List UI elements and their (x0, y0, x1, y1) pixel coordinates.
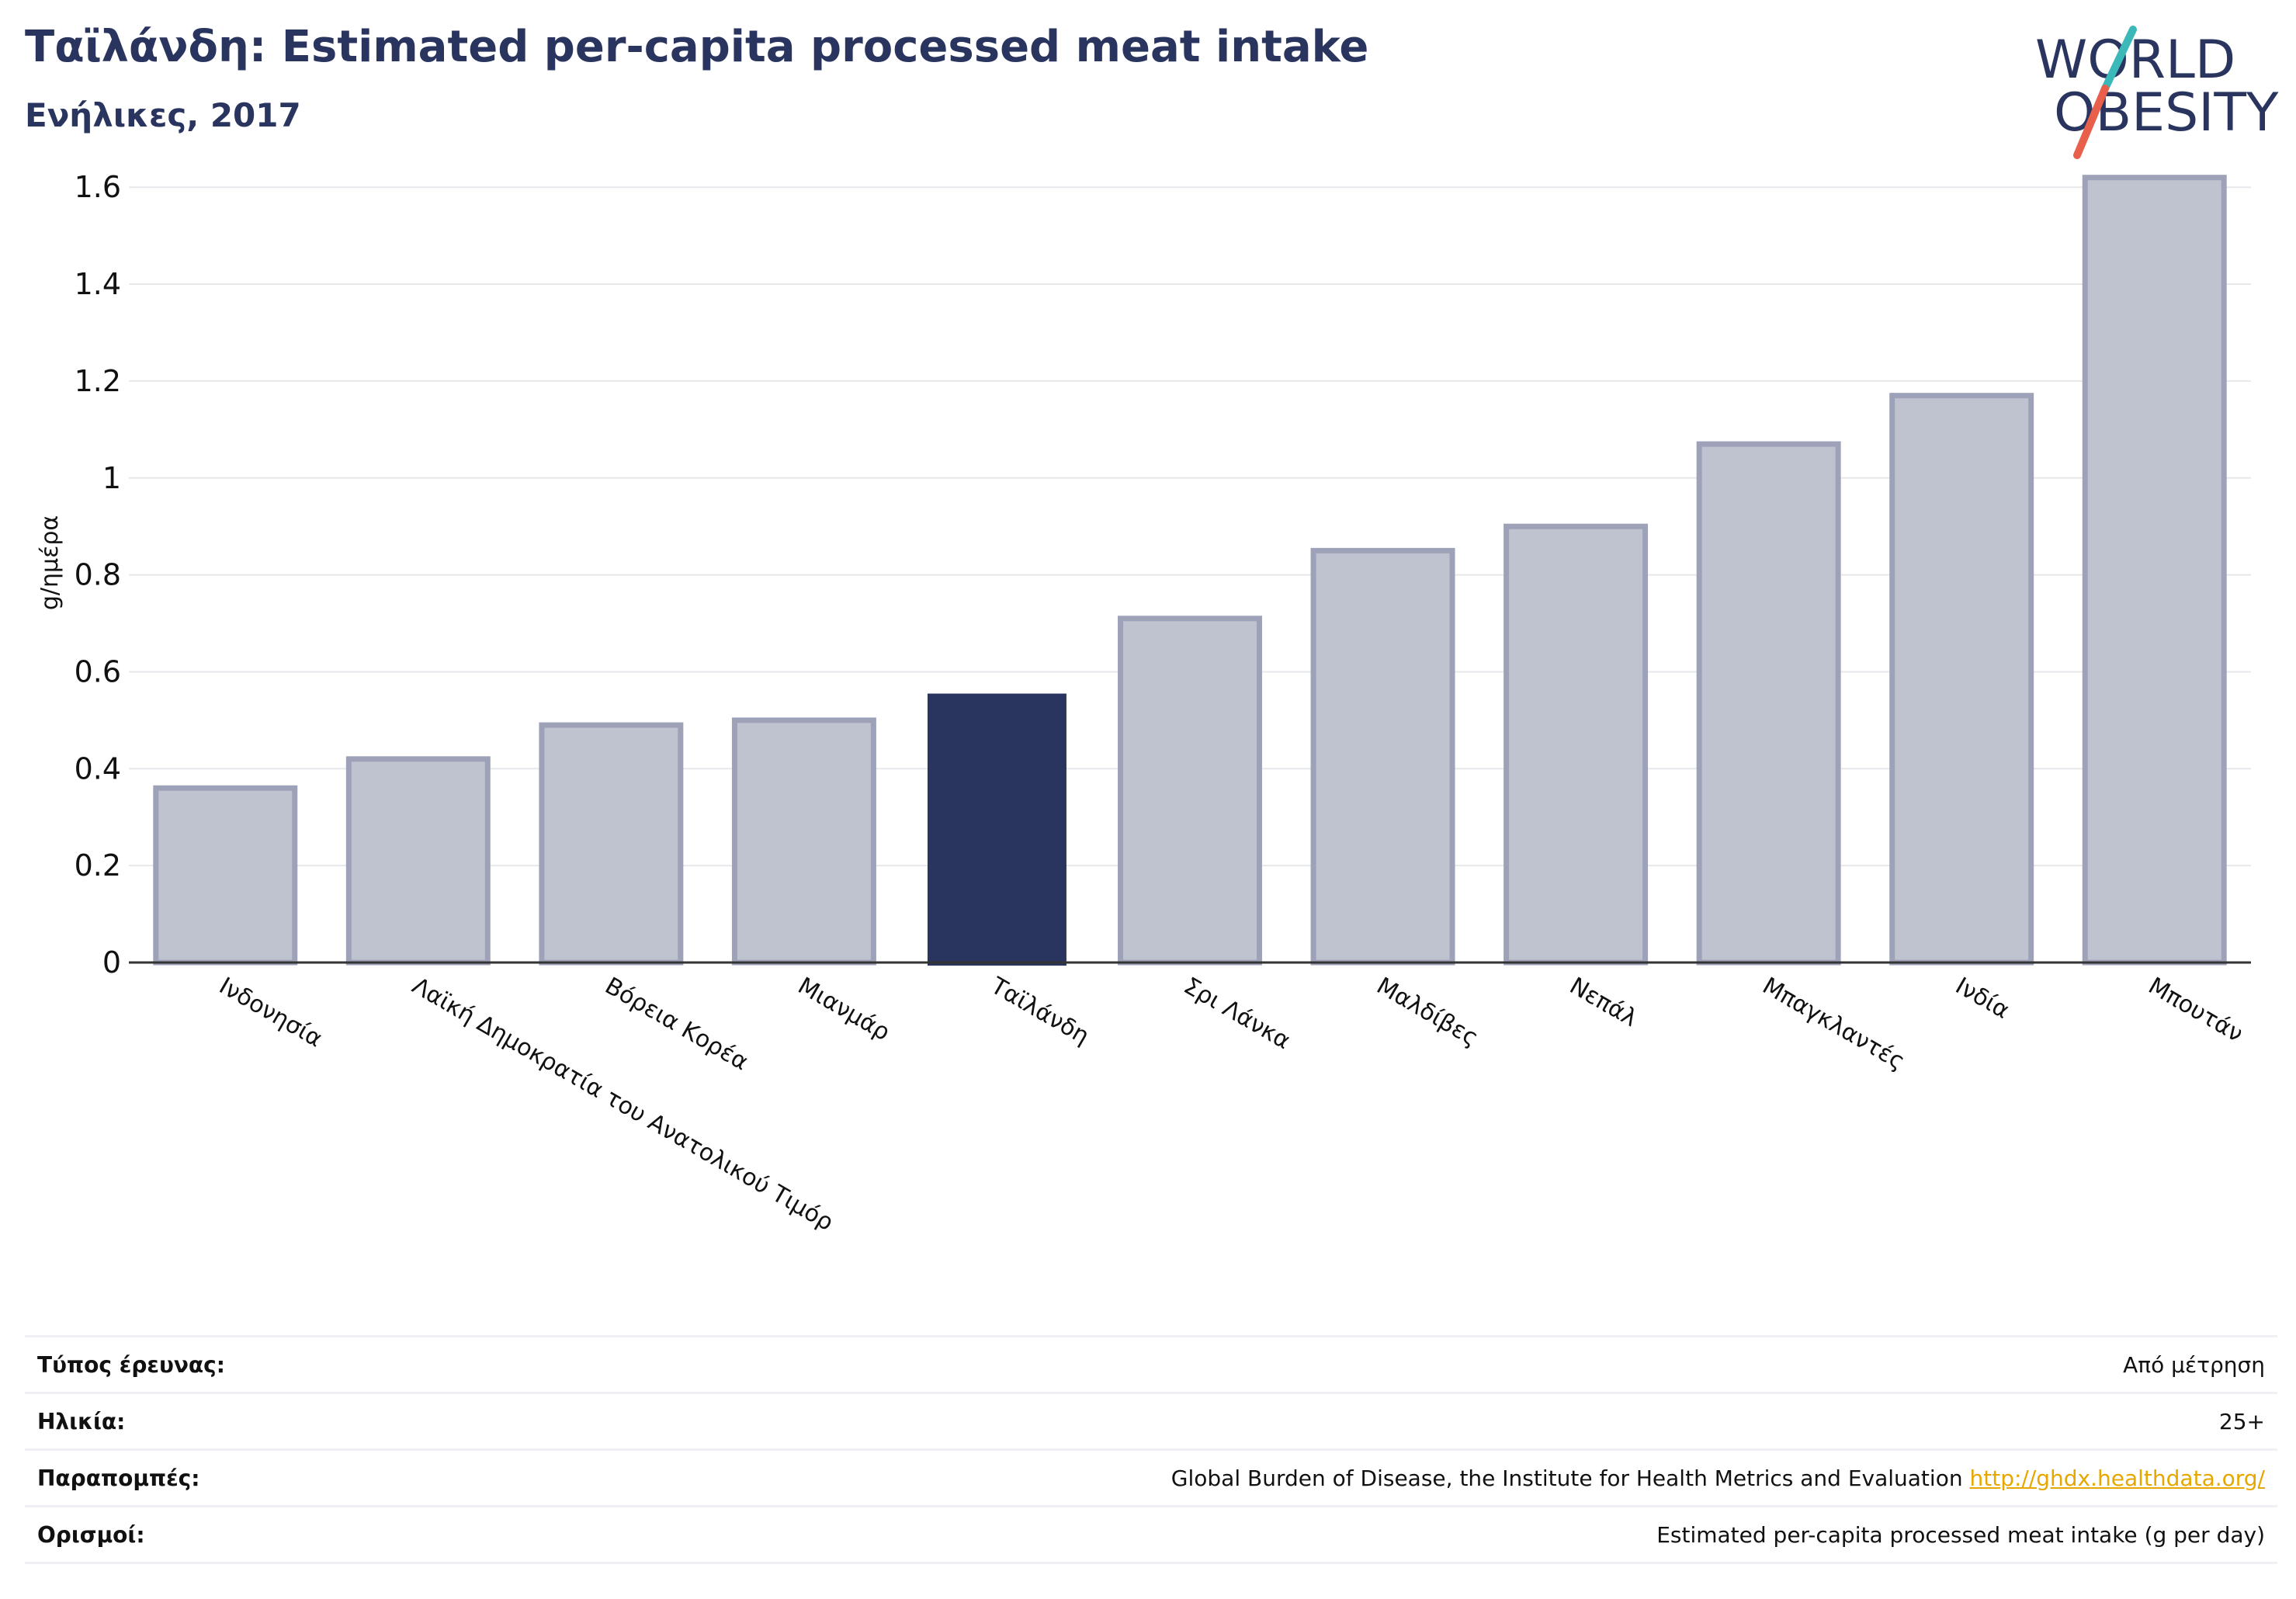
bar-6 (1118, 616, 1262, 966)
bar-11 (2082, 175, 2227, 966)
y-tick-label: 0 (102, 945, 121, 980)
meta-row-survey-type: Τύπος έρευνας: Από μέτρηση (25, 1335, 2277, 1393)
y-tick-label: 1.4 (75, 267, 121, 301)
y-axis-label: g/ημέρα (36, 515, 64, 610)
world-obesity-logo: WORLD OBESITY (2035, 26, 2279, 159)
x-tick-label: Σρι Λάνκα (1179, 973, 1295, 1055)
x-tick-label: Μιανμάρ (793, 973, 895, 1047)
y-tick-label: 1.6 (75, 170, 121, 204)
meta-key: Παραπομπές: (25, 1448, 385, 1507)
meta-row-references: Παραπομπές: Global Burden of Disease, th… (25, 1448, 2277, 1507)
meta-row-age: Ηλικία: 25+ (25, 1392, 2277, 1450)
x-tick-label: Νεπάλ (1565, 973, 1642, 1032)
bar-10 (1889, 393, 2034, 966)
chart-title: Ταϊλάνδη: Estimated per-capita processed… (25, 22, 1369, 72)
y-tick-label: 0.8 (75, 558, 121, 592)
bar-1 (153, 785, 298, 966)
bar-5 (927, 693, 1066, 966)
x-tick-label: Ινδονησία (214, 973, 327, 1053)
meta-key: Ορισμοί: (25, 1505, 385, 1564)
bar-3 (539, 722, 684, 966)
chart-subtitle: Ενήλικες, 2017 (25, 96, 301, 134)
meta-value: Από μέτρηση (384, 1335, 2277, 1393)
metadata-table: Τύπος έρευνας: Από μέτρηση Ηλικία: 25+ Π… (25, 1335, 2277, 1564)
reference-text: Global Burden of Disease, the Institute … (1171, 1465, 1963, 1491)
bar-chart: 0 0.2 0.4 0.6 0.8 1 1.2 1.4 1.6 Ινδονησία Λαϊκή Δη… (36, 170, 2251, 1237)
y-tick-label: 1 (102, 461, 121, 495)
meta-row-definitions: Ορισμοί: Estimated per-capita processed … (25, 1505, 2277, 1564)
meta-key: Τύπος έρευνας: (25, 1335, 385, 1393)
meta-key: Ηλικία: (25, 1392, 385, 1450)
bar-8 (1503, 523, 1649, 966)
bar-7 (1310, 547, 1455, 966)
bar-4 (731, 717, 876, 966)
x-tick-label: Λαϊκή Δημοκρατία του Ανατολικού Τιμόρ (408, 973, 838, 1237)
logo-slash-bottom (2073, 85, 2109, 159)
meta-value: Estimated per-capita processed meat inta… (384, 1505, 2277, 1564)
meta-value: 25+ (384, 1392, 2277, 1450)
reference-link[interactable]: http://ghdx.healthdata.org/ (1969, 1465, 2265, 1491)
y-tick-label: 0.2 (75, 848, 121, 883)
x-tick-label: Μαλδίβες (1372, 973, 1483, 1053)
logo-slash-top (2101, 26, 2137, 92)
x-tick-label: Ινδία (1951, 973, 2013, 1025)
bar-9 (1696, 441, 1841, 966)
x-tick-label: Μπαγκλαντές (1758, 973, 1909, 1076)
bar-2 (345, 756, 491, 966)
x-tick-label: Μπουτάν (2144, 973, 2248, 1048)
y-tick-label: 1.2 (75, 364, 121, 398)
y-tick-label: 0.4 (75, 751, 121, 786)
x-tick-label: Ταϊλάνδη (986, 972, 1094, 1050)
y-tick-label: 0.6 (75, 654, 121, 689)
meta-value: Global Burden of Disease, the Institute … (384, 1448, 2277, 1507)
logo-line-1: WORLD (2035, 29, 2235, 91)
x-tick-label: Βόρεια Κορέα (600, 973, 753, 1077)
